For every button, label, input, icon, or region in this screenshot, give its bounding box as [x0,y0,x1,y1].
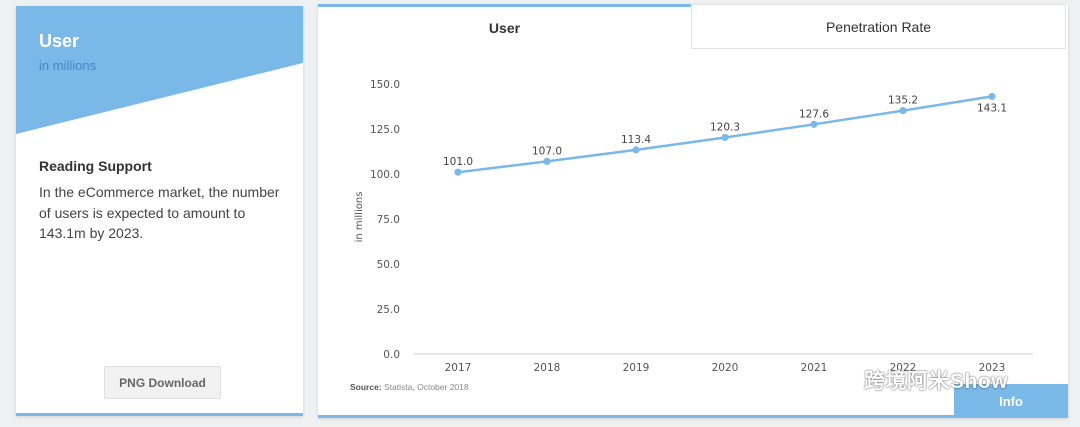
data-label: 120.3 [710,121,740,133]
x-tick-label: 2019 [623,362,650,374]
y-tick-label: 75.0 [377,214,400,226]
tab-penetration-rate[interactable]: Penetration Rate [691,4,1066,49]
data-label: 107.0 [532,145,562,157]
tab-user[interactable]: User [318,4,691,49]
data-label: 113.4 [621,134,651,146]
data-point [543,157,551,165]
data-point [988,92,996,101]
x-tick-label: 2022 [890,362,917,374]
title-banner [16,6,303,134]
watermark-text: 跨境阿米Show [864,370,1008,393]
data-point [899,107,907,115]
data-label: 101.0 [443,156,473,168]
reading-support-text: In the eCommerce market, the number of u… [39,184,280,241]
data-label: 143.1 [977,102,1007,114]
x-tick-label: 2017 [445,362,472,374]
x-tick-label: 2021 [801,362,828,374]
chart-card: User Penetration Rate 0.0 25.0 50.0 75.0 100… [318,4,1068,418]
y-tick-label: 25.0 [377,304,400,316]
panel-subtitle: in millions [39,58,97,73]
y-tick-label: 100.0 [370,169,400,181]
y-tick-label: 0.0 [383,349,400,361]
source-text: Statista, October 2018 [384,382,469,392]
data-point [810,120,818,128]
x-tick-label: 2018 [534,362,561,374]
y-axis-label: in millions [354,192,365,243]
data-label: 127.6 [799,108,829,120]
data-point [721,133,729,142]
png-download-button[interactable]: PNG Download [104,366,221,399]
x-tick-label: 2023 [979,362,1006,374]
watermark: 跨境阿米Show [828,364,1008,396]
source-note: Source: Statista, October 2018 [350,382,469,392]
panel-title: User [39,31,80,51]
y-tick-label: 50.0 [377,259,400,271]
reading-support-card: User in millions Reading Support In the … [16,6,303,416]
wechat-icon [828,364,858,396]
y-tick-label: 150.0 [370,79,400,91]
data-point [632,146,640,154]
data-point [454,168,462,176]
info-button[interactable]: Info [954,384,1068,418]
x-tick-label: 2020 [712,362,739,374]
source-label: Source: [350,382,382,392]
user-line-chart: 0.0 25.0 50.0 75.0 100.0 125.0 150.0 in million… [354,79,1033,374]
y-tick-label: 125.0 [370,124,400,136]
data-label: 135.2 [888,95,918,107]
reading-support-heading: Reading Support [39,158,152,174]
